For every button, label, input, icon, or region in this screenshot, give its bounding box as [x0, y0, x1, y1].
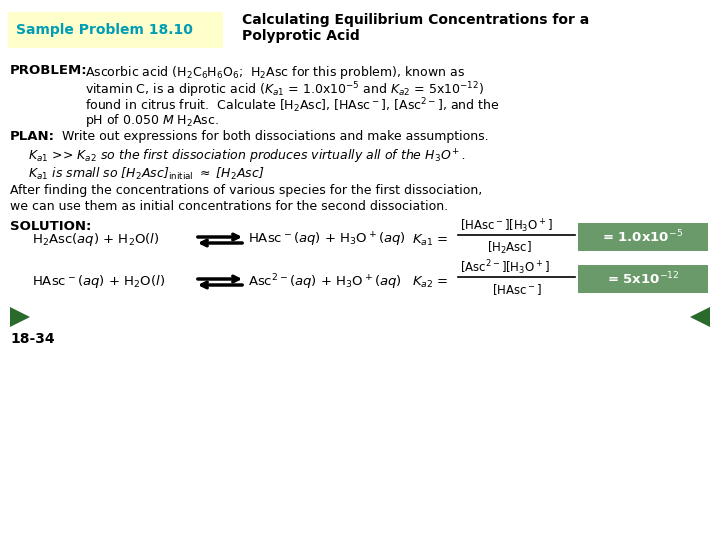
Text: vitamin C, is a diprotic acid ($K_{a1}$ = 1.0x10$^{-5}$ and $K_{a2}$ = 5x10$^{-1: vitamin C, is a diprotic acid ($K_{a1}$ …	[85, 80, 484, 99]
Bar	[8, 12, 223, 48]
Text: = 1.0x10$^{-5}$: = 1.0x10$^{-5}$	[603, 229, 683, 245]
Text: Asc$^{2-}$($\it{aq}$) + H$_3$O$^+$($\it{aq}$): Asc$^{2-}$($\it{aq}$) + H$_3$O$^+$($\it{…	[248, 272, 402, 292]
Text: [Asc$^{2-}$][H$_3$O$^+$]: [Asc$^{2-}$][H$_3$O$^+$]	[460, 259, 550, 278]
Text: $\it{K}$$_{a1}$ >> $\it{K}$$_{a2}$ so the first dissociation produces virtually : $\it{K}$$_{a1}$ >> $\it{K}$$_{a2}$ so th…	[28, 148, 465, 166]
Text: Write out expressions for both dissociations and make assumptions.: Write out expressions for both dissociat…	[62, 130, 489, 143]
Polygon shape	[10, 307, 30, 327]
Bar	[578, 265, 708, 293]
Text: PLAN:: PLAN:	[10, 130, 55, 143]
Text: SOLUTION:: SOLUTION:	[10, 220, 91, 233]
Polygon shape	[690, 307, 710, 327]
Text: Calculating Equilibrium Concentrations for a: Calculating Equilibrium Concentrations f…	[242, 13, 589, 27]
Bar	[578, 223, 708, 251]
Text: PROBLEM:: PROBLEM:	[10, 64, 88, 77]
Text: [HAsc$^-$]: [HAsc$^-$]	[492, 282, 542, 298]
Text: 18-34: 18-34	[10, 332, 55, 346]
Text: $\it{K}$$_{a1}$ is small so [H$_2$Asc]$_{\mathrm{initial}}$ $\approx$ [H$_2$Asc]: $\it{K}$$_{a1}$ is small so [H$_2$Asc]$_…	[28, 166, 264, 182]
Text: [H$_2$Asc]: [H$_2$Asc]	[487, 240, 532, 256]
Text: Polyprotic Acid: Polyprotic Acid	[242, 29, 360, 43]
Text: HAsc$^-$($\it{aq}$) + H$_3$O$^+$($\it{aq}$): HAsc$^-$($\it{aq}$) + H$_3$O$^+$($\it{aq…	[248, 231, 406, 249]
Text: Sample Problem 18.10: Sample Problem 18.10	[16, 23, 193, 37]
Text: Ascorbic acid (H$_2$C$_6$H$_6$O$_6$;  H$_2$Asc for this problem), known as: Ascorbic acid (H$_2$C$_6$H$_6$O$_6$; H$_…	[85, 64, 465, 81]
Text: [HAsc$^-$][H$_3$O$^+$]: [HAsc$^-$][H$_3$O$^+$]	[460, 217, 553, 235]
Text: we can use them as initial concentrations for the second dissociation.: we can use them as initial concentration…	[10, 200, 448, 213]
Text: H$_2$Asc($\it{aq}$) + H$_2$O($\it{l}$): H$_2$Asc($\it{aq}$) + H$_2$O($\it{l}$)	[32, 232, 160, 248]
Text: After finding the concentrations of various species for the first dissociation,: After finding the concentrations of vari…	[10, 184, 482, 197]
Text: pH of 0.050 $\it{M}$ H$_2$Asc.: pH of 0.050 $\it{M}$ H$_2$Asc.	[85, 112, 219, 129]
Text: found in citrus fruit.  Calculate [H$_2$Asc], [HAsc$^-$], [Asc$^{2-}$], and the: found in citrus fruit. Calculate [H$_2$A…	[85, 96, 500, 114]
Text: $\it{K}$$_{a1}$ =: $\it{K}$$_{a1}$ =	[412, 232, 449, 247]
Text: HAsc$^-$($\it{aq}$) + H$_2$O($\it{l}$): HAsc$^-$($\it{aq}$) + H$_2$O($\it{l}$)	[32, 273, 165, 291]
Text: = 5x10$^{-12}$: = 5x10$^{-12}$	[607, 271, 679, 287]
Text: $\it{K}$$_{a2}$ =: $\it{K}$$_{a2}$ =	[412, 274, 449, 289]
